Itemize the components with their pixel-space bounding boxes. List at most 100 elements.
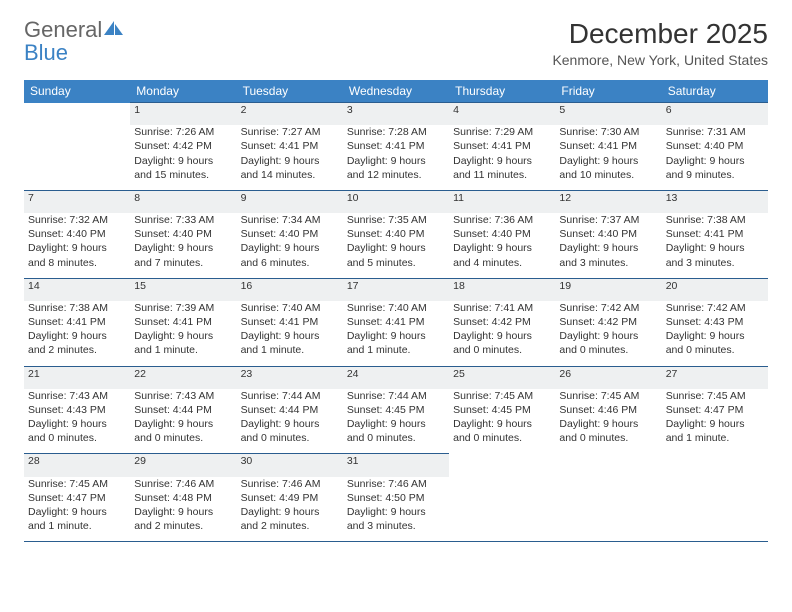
day-cell: Sunrise: 7:44 AMSunset: 4:44 PMDaylight:… bbox=[237, 389, 343, 454]
day-cell: Sunrise: 7:45 AMSunset: 4:47 PMDaylight:… bbox=[662, 389, 768, 454]
day-cell: Sunrise: 7:43 AMSunset: 4:44 PMDaylight:… bbox=[130, 389, 236, 454]
day-number: 20 bbox=[662, 278, 768, 301]
day-line: and 0 minutes. bbox=[28, 431, 126, 445]
day-number: 14 bbox=[24, 278, 130, 301]
calendar-table: Sunday Monday Tuesday Wednesday Thursday… bbox=[24, 80, 768, 550]
day-line: Sunrise: 7:43 AM bbox=[28, 389, 126, 403]
logo: General Blue bbox=[24, 18, 124, 64]
day-line: Sunset: 4:40 PM bbox=[453, 227, 551, 241]
day-line: Sunrise: 7:42 AM bbox=[666, 301, 764, 315]
day-line: Sunrise: 7:43 AM bbox=[134, 389, 232, 403]
logo-word1: General bbox=[24, 17, 102, 42]
day-cell bbox=[449, 477, 555, 542]
day-line: Sunrise: 7:44 AM bbox=[241, 389, 339, 403]
day-number: 19 bbox=[555, 278, 661, 301]
day-number: 10 bbox=[343, 190, 449, 213]
day-line: Sunset: 4:41 PM bbox=[347, 315, 445, 329]
day-line: Sunset: 4:42 PM bbox=[559, 315, 657, 329]
day-line: Daylight: 9 hours bbox=[559, 329, 657, 343]
day-cell: Sunrise: 7:29 AMSunset: 4:41 PMDaylight:… bbox=[449, 125, 555, 190]
day-number bbox=[449, 454, 555, 477]
day-number bbox=[24, 103, 130, 126]
day-line: Daylight: 9 hours bbox=[666, 417, 764, 431]
day-line: Sunrise: 7:41 AM bbox=[453, 301, 551, 315]
day-line: Sunrise: 7:31 AM bbox=[666, 125, 764, 139]
day-header: Monday bbox=[130, 80, 236, 103]
day-line: and 7 minutes. bbox=[134, 256, 232, 270]
day-line: and 10 minutes. bbox=[559, 168, 657, 182]
day-line: Sunset: 4:44 PM bbox=[134, 403, 232, 417]
day-line: Daylight: 9 hours bbox=[347, 505, 445, 519]
day-content-row: Sunrise: 7:45 AMSunset: 4:47 PMDaylight:… bbox=[24, 477, 768, 542]
day-number: 8 bbox=[130, 190, 236, 213]
day-header: Wednesday bbox=[343, 80, 449, 103]
day-cell: Sunrise: 7:46 AMSunset: 4:50 PMDaylight:… bbox=[343, 477, 449, 542]
day-line: Sunset: 4:41 PM bbox=[666, 227, 764, 241]
day-line: Sunset: 4:41 PM bbox=[559, 139, 657, 153]
day-cell: Sunrise: 7:31 AMSunset: 4:40 PMDaylight:… bbox=[662, 125, 768, 190]
day-number: 13 bbox=[662, 190, 768, 213]
day-header-row: Sunday Monday Tuesday Wednesday Thursday… bbox=[24, 80, 768, 103]
day-line: Sunrise: 7:35 AM bbox=[347, 213, 445, 227]
day-cell: Sunrise: 7:38 AMSunset: 4:41 PMDaylight:… bbox=[24, 301, 130, 366]
day-line: Sunrise: 7:45 AM bbox=[559, 389, 657, 403]
day-line: Sunset: 4:46 PM bbox=[559, 403, 657, 417]
day-line: Daylight: 9 hours bbox=[453, 241, 551, 255]
day-line: Daylight: 9 hours bbox=[666, 329, 764, 343]
day-line: and 0 minutes. bbox=[666, 343, 764, 357]
day-number-row: 28293031 bbox=[24, 454, 768, 477]
day-line: Sunrise: 7:34 AM bbox=[241, 213, 339, 227]
day-line: Sunset: 4:45 PM bbox=[347, 403, 445, 417]
day-number: 31 bbox=[343, 454, 449, 477]
day-line: Daylight: 9 hours bbox=[347, 417, 445, 431]
header: General Blue December 2025 Kenmore, New … bbox=[24, 18, 768, 68]
day-line: Daylight: 9 hours bbox=[453, 329, 551, 343]
day-number: 23 bbox=[237, 366, 343, 389]
day-line: Daylight: 9 hours bbox=[453, 154, 551, 168]
day-line: Sunrise: 7:29 AM bbox=[453, 125, 551, 139]
day-line: and 3 minutes. bbox=[347, 519, 445, 533]
day-number: 17 bbox=[343, 278, 449, 301]
day-line: Daylight: 9 hours bbox=[241, 417, 339, 431]
day-number: 21 bbox=[24, 366, 130, 389]
day-line: and 1 minute. bbox=[241, 343, 339, 357]
day-number: 7 bbox=[24, 190, 130, 213]
day-header: Saturday bbox=[662, 80, 768, 103]
day-line: and 0 minutes. bbox=[134, 431, 232, 445]
day-line: and 0 minutes. bbox=[453, 343, 551, 357]
day-number: 1 bbox=[130, 103, 236, 126]
day-content-row: Sunrise: 7:38 AMSunset: 4:41 PMDaylight:… bbox=[24, 301, 768, 366]
day-line: Sunset: 4:41 PM bbox=[453, 139, 551, 153]
day-line: Sunset: 4:40 PM bbox=[134, 227, 232, 241]
day-line: Daylight: 9 hours bbox=[559, 241, 657, 255]
day-line: Sunset: 4:40 PM bbox=[666, 139, 764, 153]
day-line: and 0 minutes. bbox=[559, 431, 657, 445]
day-number: 26 bbox=[555, 366, 661, 389]
day-line: Sunrise: 7:45 AM bbox=[666, 389, 764, 403]
day-cell bbox=[662, 477, 768, 542]
day-line: Sunset: 4:41 PM bbox=[241, 315, 339, 329]
day-number: 16 bbox=[237, 278, 343, 301]
day-line: Sunrise: 7:33 AM bbox=[134, 213, 232, 227]
day-number: 5 bbox=[555, 103, 661, 126]
day-number: 6 bbox=[662, 103, 768, 126]
day-cell: Sunrise: 7:28 AMSunset: 4:41 PMDaylight:… bbox=[343, 125, 449, 190]
day-cell bbox=[555, 477, 661, 542]
day-cell: Sunrise: 7:42 AMSunset: 4:42 PMDaylight:… bbox=[555, 301, 661, 366]
day-header: Thursday bbox=[449, 80, 555, 103]
day-line: Sunset: 4:41 PM bbox=[134, 315, 232, 329]
day-cell: Sunrise: 7:43 AMSunset: 4:43 PMDaylight:… bbox=[24, 389, 130, 454]
day-line: Daylight: 9 hours bbox=[347, 329, 445, 343]
day-cell: Sunrise: 7:30 AMSunset: 4:41 PMDaylight:… bbox=[555, 125, 661, 190]
day-line: and 1 minute. bbox=[134, 343, 232, 357]
day-line: Daylight: 9 hours bbox=[134, 417, 232, 431]
day-line: Sunset: 4:50 PM bbox=[347, 491, 445, 505]
day-number: 12 bbox=[555, 190, 661, 213]
day-cell: Sunrise: 7:34 AMSunset: 4:40 PMDaylight:… bbox=[237, 213, 343, 278]
title-block: December 2025 Kenmore, New York, United … bbox=[552, 18, 768, 68]
day-number: 22 bbox=[130, 366, 236, 389]
day-cell: Sunrise: 7:27 AMSunset: 4:41 PMDaylight:… bbox=[237, 125, 343, 190]
day-line: and 14 minutes. bbox=[241, 168, 339, 182]
day-line: Daylight: 9 hours bbox=[453, 417, 551, 431]
day-line: Daylight: 9 hours bbox=[28, 505, 126, 519]
